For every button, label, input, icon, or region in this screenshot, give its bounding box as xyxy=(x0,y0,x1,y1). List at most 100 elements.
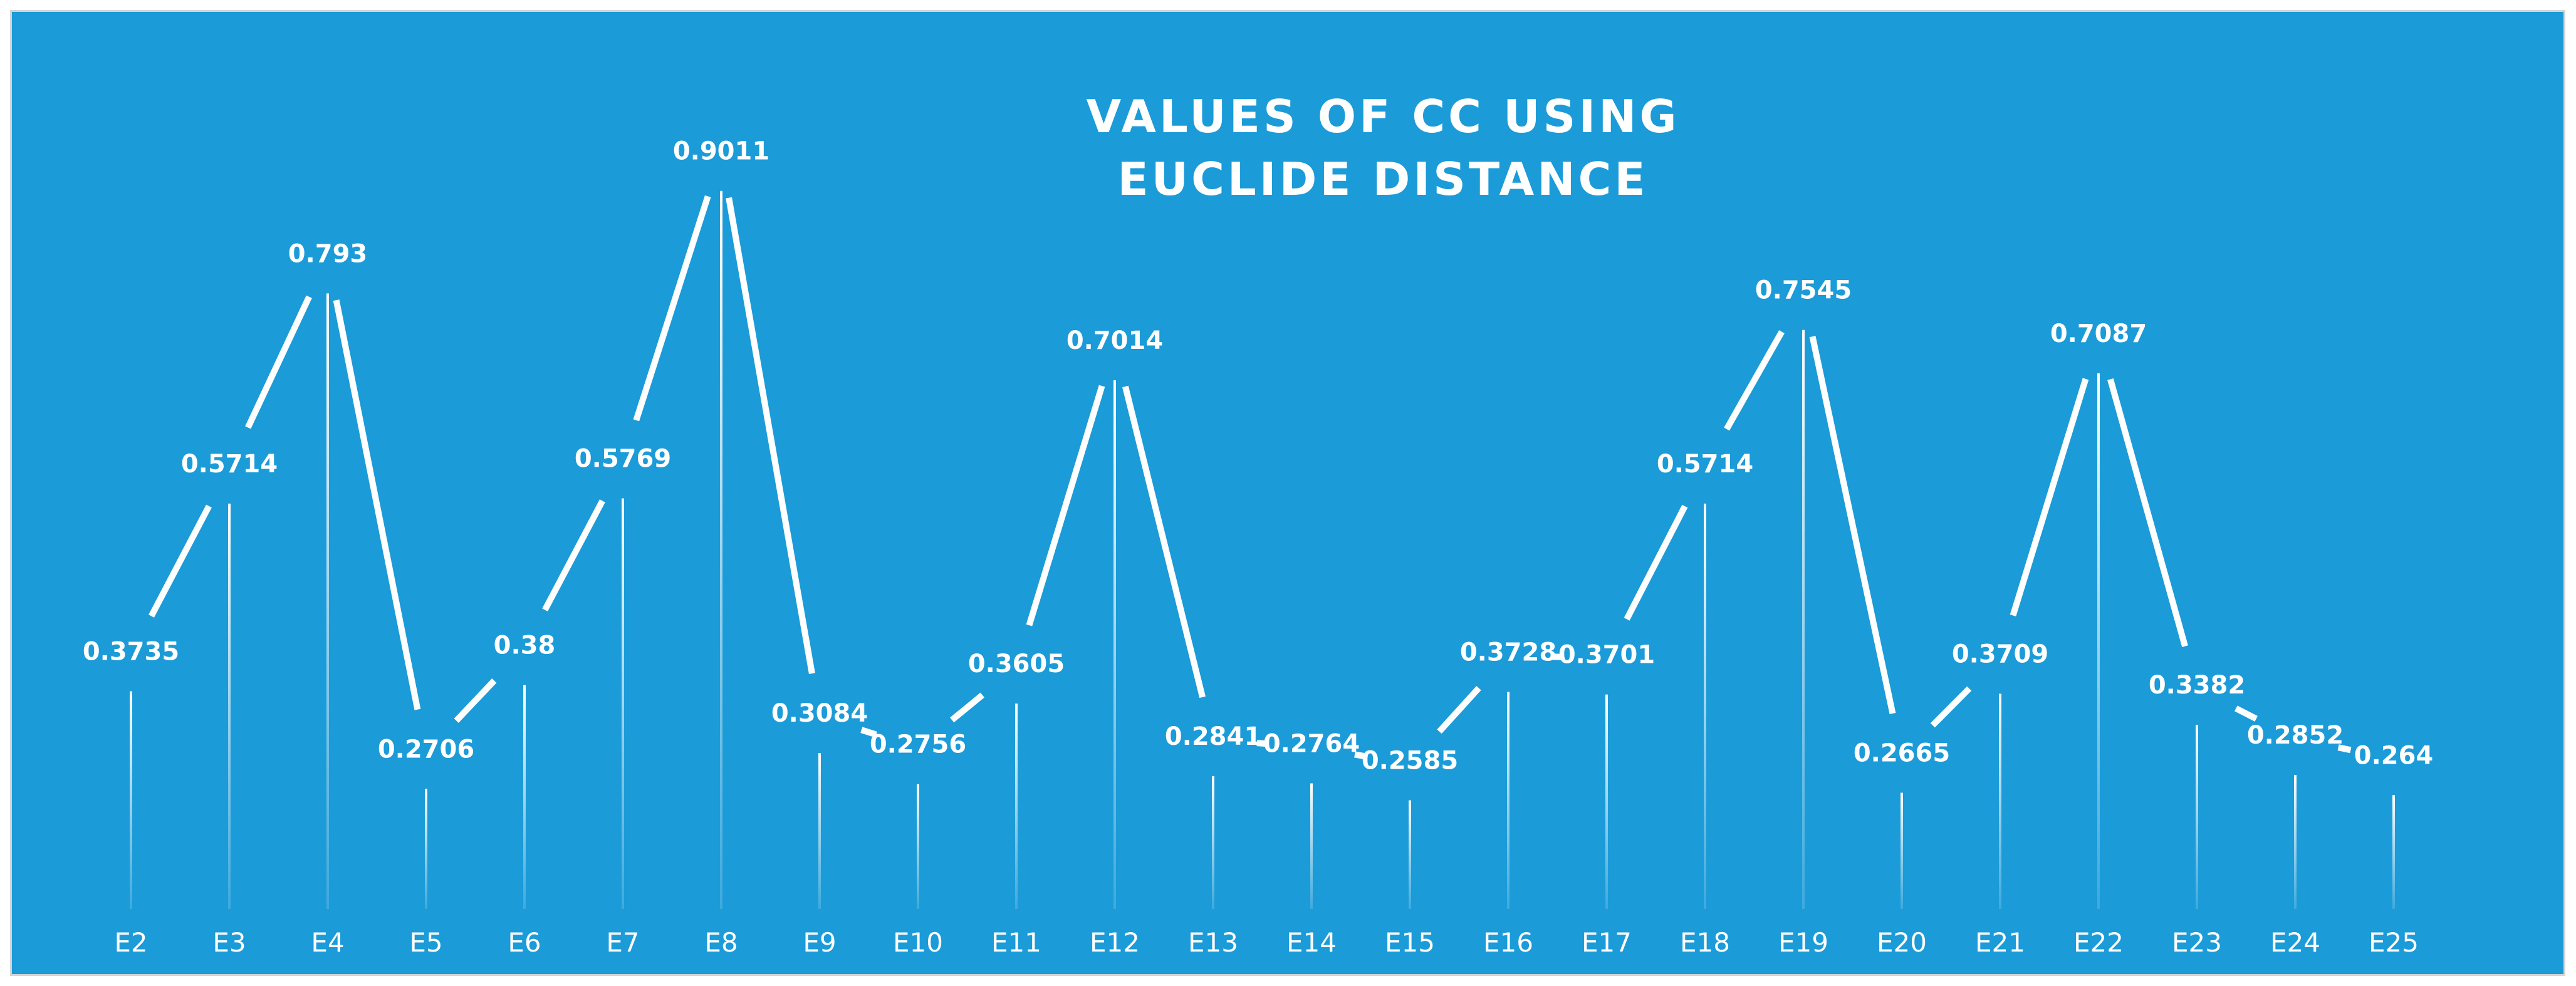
x-tick-label-e3: E3 xyxy=(212,927,246,958)
x-tick-label-e16: E16 xyxy=(1483,927,1533,958)
series-segment-e24-e25 xyxy=(2337,744,2352,754)
x-tick-label-e12: E12 xyxy=(1090,927,1140,958)
data-label-e24: 0.2852 xyxy=(2247,721,2344,750)
drop-line-e23 xyxy=(2196,724,2198,909)
series-segment-e15-e16 xyxy=(1437,686,1481,734)
series-segment-e23-e24 xyxy=(2234,705,2258,722)
data-label-e3: 0.5714 xyxy=(181,450,278,479)
x-tick-label-e4: E4 xyxy=(311,927,344,958)
series-segment-e3-e4 xyxy=(245,295,312,429)
data-label-e9: 0.3084 xyxy=(771,699,868,728)
drop-line-e3 xyxy=(228,503,231,909)
data-label-e22: 0.7087 xyxy=(2050,319,2147,348)
data-label-e19: 0.7545 xyxy=(1755,276,1852,305)
data-label-e20: 0.2665 xyxy=(1854,739,1950,768)
drop-line-e9 xyxy=(818,753,821,909)
series-segment-e5-e6 xyxy=(454,678,497,723)
series-segment-e7-e8 xyxy=(633,195,711,422)
x-tick-label-e15: E15 xyxy=(1385,927,1435,958)
drop-lines xyxy=(130,190,2395,909)
drop-line-e14 xyxy=(1310,783,1313,909)
drop-line-e19 xyxy=(1802,330,1805,909)
series-segment-e13-e14 xyxy=(1256,740,1268,747)
drop-line-e25 xyxy=(2392,795,2395,909)
drop-line-e8 xyxy=(720,190,722,909)
series-segment-e22-e23 xyxy=(2107,378,2188,647)
x-tick-label-e21: E21 xyxy=(1975,927,2025,958)
x-tick-label-e2: E2 xyxy=(114,927,147,958)
data-label-e21: 0.3709 xyxy=(1952,640,2048,668)
data-label-e11: 0.3605 xyxy=(968,650,1065,678)
chart-title-line-1: VALUES OF CC USING xyxy=(1086,90,1679,143)
series-segment-e11-e12 xyxy=(1026,385,1105,626)
series-segment-e8-e9 xyxy=(726,197,815,674)
data-label-e6: 0.38 xyxy=(494,631,556,660)
x-tick-label-e14: E14 xyxy=(1286,927,1337,958)
x-tick-label-e18: E18 xyxy=(1680,927,1730,958)
series-segment-e9-e10 xyxy=(860,727,877,738)
x-tick-label-e6: E6 xyxy=(508,927,541,958)
data-label-e14: 0.2764 xyxy=(1263,730,1360,759)
series-segment-e17-e18 xyxy=(1624,504,1688,621)
x-tick-label-e13: E13 xyxy=(1188,927,1238,958)
series-line-group xyxy=(149,195,2352,760)
x-tick-label-e7: E7 xyxy=(606,927,639,958)
x-tick-label-e17: E17 xyxy=(1582,927,1632,958)
series-segment-e18-e19 xyxy=(1724,330,1785,431)
drop-line-e5 xyxy=(425,789,427,909)
series-segment-e2-e3 xyxy=(149,504,212,618)
series-segment-e14-e15 xyxy=(1354,751,1367,760)
drop-line-e22 xyxy=(2097,373,2100,909)
data-label-e5: 0.2706 xyxy=(378,735,474,764)
x-tick-label-e24: E24 xyxy=(2270,927,2320,958)
data-label-e7: 0.5769 xyxy=(575,445,671,474)
series-segment-e20-e21 xyxy=(1930,686,1972,728)
data-label-e17: 0.3701 xyxy=(1558,641,1655,670)
drop-line-e16 xyxy=(1507,692,1510,909)
drop-line-e24 xyxy=(2294,775,2297,909)
series-segment-e19-e20 xyxy=(1809,336,1896,715)
data-label-e8: 0.9011 xyxy=(673,137,769,166)
drop-line-e11 xyxy=(1015,703,1018,909)
drop-line-e6 xyxy=(523,685,526,909)
drop-line-e15 xyxy=(1409,800,1411,909)
series-segment-e12-e13 xyxy=(1122,385,1206,698)
data-label-e23: 0.3382 xyxy=(2149,671,2245,700)
x-axis-tick-labels: E2 E3 E4 E5 E6 E7 E8 E9 E10 E11 E12 E13 E14 E15 E16 E17… xyxy=(114,927,2419,958)
data-labels: 0.3735 0.5714 0.793 0.2706 0.38 0.5769 0.9011 0… xyxy=(83,137,2433,776)
x-tick-label-e20: E20 xyxy=(1877,927,1927,958)
drop-line-e2 xyxy=(130,691,132,909)
data-label-e25: 0.264 xyxy=(2354,741,2434,770)
series-segment-e6-e7 xyxy=(542,499,605,612)
data-label-e12: 0.7014 xyxy=(1066,326,1163,355)
x-tick-label-e5: E5 xyxy=(409,927,442,958)
data-label-e16: 0.3728 xyxy=(1460,638,1557,667)
series-segment-e4-e5 xyxy=(333,299,421,710)
x-tick-label-e8: E8 xyxy=(704,927,738,958)
drop-line-e21 xyxy=(1999,693,2001,909)
drop-line-e4 xyxy=(326,293,329,909)
series-segment-e10-e11 xyxy=(950,692,984,723)
drop-line-e10 xyxy=(917,784,919,909)
drop-line-e7 xyxy=(622,498,624,909)
drop-line-e13 xyxy=(1212,776,1214,909)
data-label-e15: 0.2585 xyxy=(1362,747,1458,776)
x-tick-label-e9: E9 xyxy=(803,927,836,958)
x-tick-label-e19: E19 xyxy=(1778,927,1828,958)
data-label-e10: 0.2756 xyxy=(870,730,966,759)
x-tick-label-e25: E25 xyxy=(2369,927,2419,958)
x-tick-label-e11: E11 xyxy=(991,927,1041,958)
chart-area: 0.3735 0.5714 0.793 0.2706 0.38 0.5769 0.9011 0… xyxy=(10,10,2565,976)
data-label-e2: 0.3735 xyxy=(83,638,179,667)
x-tick-label-e23: E23 xyxy=(2172,927,2222,958)
drop-line-e18 xyxy=(1704,503,1706,909)
chart-title-line-2: EUCLIDE DISTANCE xyxy=(1117,153,1648,205)
x-tick-label-e10: E10 xyxy=(893,927,943,958)
drop-line-e17 xyxy=(1605,694,1608,909)
drop-line-e12 xyxy=(1113,380,1116,909)
data-label-e4: 0.793 xyxy=(288,239,368,268)
line-chart: 0.3735 0.5714 0.793 0.2706 0.38 0.5769 0.9011 0… xyxy=(83,90,2433,958)
data-label-e13: 0.2841 xyxy=(1165,722,1261,751)
data-label-e18: 0.5714 xyxy=(1657,450,1753,479)
x-tick-label-e22: E22 xyxy=(2073,927,2124,958)
